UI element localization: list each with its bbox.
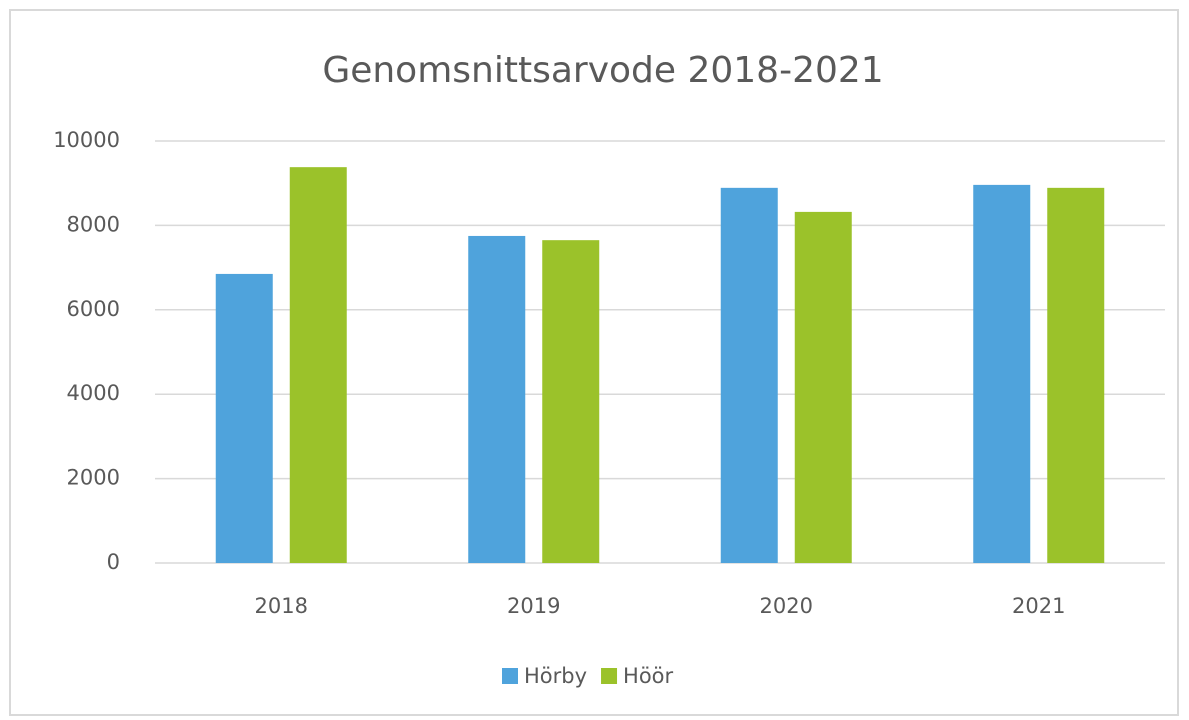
legend-swatch — [601, 668, 618, 684]
bar — [973, 184, 1031, 563]
x-tick-label: 2019 — [507, 594, 560, 618]
chart-title: Genomsnittsarvode 2018-2021 — [322, 50, 883, 91]
bar — [1047, 187, 1105, 564]
x-tick-label: 2018 — [255, 594, 308, 618]
y-tick-label: 8000 — [67, 212, 120, 236]
bar — [215, 273, 273, 563]
legend-label: Höör — [623, 664, 673, 688]
y-tick-label: 6000 — [67, 297, 120, 321]
bar — [720, 187, 778, 564]
y-tick-label: 2000 — [67, 466, 120, 490]
y-tick-label: 10000 — [53, 128, 120, 152]
x-tick-label: 2021 — [1012, 594, 1065, 618]
legend-label: Hörby — [524, 664, 587, 688]
bar — [289, 167, 347, 563]
bar — [542, 240, 600, 564]
bar — [468, 235, 526, 563]
x-tick-label: 2020 — [760, 594, 813, 618]
bar — [794, 211, 852, 563]
y-tick-label: 4000 — [67, 381, 120, 405]
legend-swatch — [502, 668, 518, 684]
y-tick-label: 0 — [107, 550, 120, 574]
